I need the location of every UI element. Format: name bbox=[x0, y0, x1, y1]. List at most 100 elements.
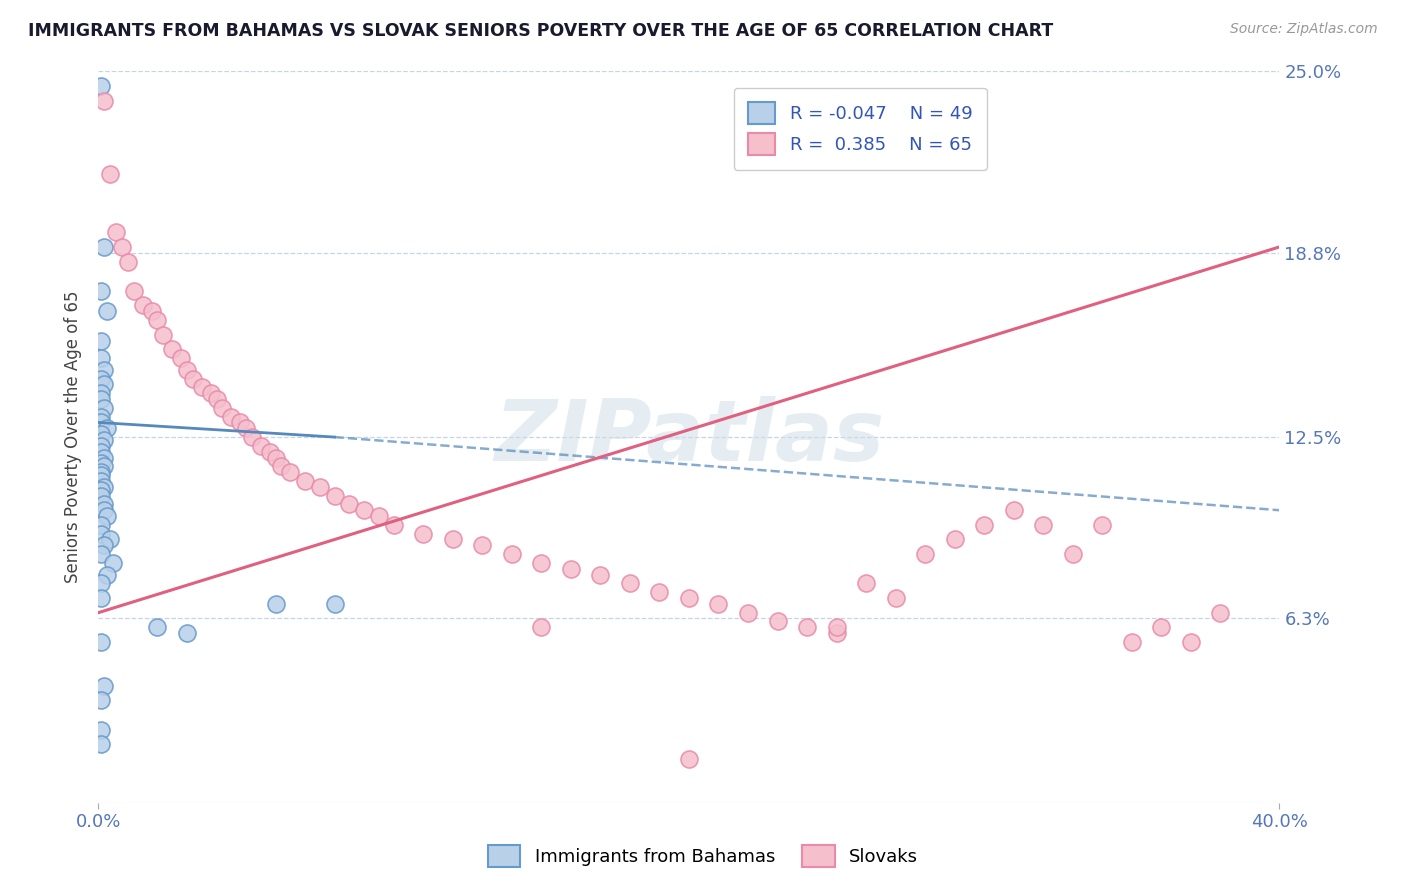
Point bbox=[93, 480, 115, 494]
Y-axis label: Seniors Poverty Over the Age of 65: Seniors Poverty Over the Age of 65 bbox=[65, 291, 83, 583]
Point bbox=[181, 371, 204, 385]
Point bbox=[176, 626, 198, 640]
Point bbox=[211, 401, 233, 415]
Point bbox=[93, 679, 115, 693]
Point bbox=[678, 752, 700, 766]
Point bbox=[368, 509, 391, 524]
Point bbox=[1062, 547, 1084, 561]
Point bbox=[250, 439, 273, 453]
Point bbox=[884, 591, 907, 605]
Point bbox=[707, 597, 730, 611]
Point bbox=[280, 465, 302, 479]
Point bbox=[90, 457, 112, 471]
Point bbox=[90, 468, 112, 483]
Point bbox=[93, 503, 115, 517]
Point bbox=[240, 430, 263, 444]
Text: Source: ZipAtlas.com: Source: ZipAtlas.com bbox=[1230, 22, 1378, 37]
Point bbox=[501, 547, 523, 561]
Point bbox=[200, 386, 222, 401]
Point bbox=[235, 421, 257, 435]
Point bbox=[382, 517, 405, 532]
Point bbox=[90, 526, 112, 541]
Point bbox=[132, 298, 155, 312]
Point bbox=[93, 450, 115, 465]
Point bbox=[339, 497, 361, 511]
Point bbox=[264, 597, 287, 611]
Point bbox=[96, 509, 118, 524]
Point bbox=[93, 497, 115, 511]
Point bbox=[1121, 635, 1143, 649]
Point bbox=[141, 304, 163, 318]
Point bbox=[90, 439, 112, 453]
Point bbox=[93, 240, 115, 254]
Text: IMMIGRANTS FROM BAHAMAS VS SLOVAK SENIORS POVERTY OVER THE AGE OF 65 CORRELATION: IMMIGRANTS FROM BAHAMAS VS SLOVAK SENIOR… bbox=[28, 22, 1053, 40]
Point bbox=[323, 597, 346, 611]
Point bbox=[619, 576, 641, 591]
Point bbox=[111, 240, 134, 254]
Point bbox=[90, 416, 112, 430]
Point bbox=[90, 386, 112, 401]
Point bbox=[90, 465, 112, 479]
Point bbox=[471, 538, 494, 552]
Point bbox=[90, 474, 112, 488]
Point bbox=[93, 459, 115, 474]
Point bbox=[96, 567, 118, 582]
Point bbox=[93, 401, 115, 415]
Point bbox=[176, 363, 198, 377]
Point bbox=[90, 635, 112, 649]
Point bbox=[103, 556, 125, 570]
Point bbox=[825, 620, 848, 634]
Point bbox=[530, 620, 553, 634]
Point bbox=[973, 517, 995, 532]
Point bbox=[1150, 620, 1173, 634]
Point bbox=[90, 591, 112, 605]
Point bbox=[323, 489, 346, 503]
Point bbox=[90, 284, 112, 298]
Point bbox=[117, 254, 139, 268]
Point bbox=[90, 693, 112, 707]
Point bbox=[96, 421, 118, 435]
Point bbox=[229, 416, 252, 430]
Point bbox=[90, 351, 112, 365]
Point bbox=[146, 313, 169, 327]
Point bbox=[560, 562, 582, 576]
Point bbox=[678, 591, 700, 605]
Point bbox=[146, 620, 169, 634]
Point bbox=[90, 78, 112, 93]
Point bbox=[855, 576, 877, 591]
Point bbox=[796, 620, 818, 634]
Point bbox=[122, 284, 145, 298]
Point bbox=[93, 433, 115, 447]
Point bbox=[93, 377, 115, 392]
Point bbox=[90, 334, 112, 348]
Text: ZIPatlas: ZIPatlas bbox=[494, 395, 884, 479]
Point bbox=[90, 723, 112, 737]
Point bbox=[270, 459, 292, 474]
Point bbox=[191, 380, 214, 394]
Point bbox=[353, 503, 375, 517]
Point bbox=[98, 167, 121, 181]
Point bbox=[943, 533, 966, 547]
Point bbox=[1032, 517, 1054, 532]
Point bbox=[90, 392, 112, 406]
Point bbox=[914, 547, 936, 561]
Legend: Immigrants from Bahamas, Slovaks: Immigrants from Bahamas, Slovaks bbox=[481, 838, 925, 874]
Point bbox=[93, 363, 115, 377]
Point bbox=[441, 533, 464, 547]
Point bbox=[530, 556, 553, 570]
Point bbox=[1002, 503, 1025, 517]
Point bbox=[105, 225, 128, 239]
Point bbox=[412, 526, 434, 541]
Point bbox=[90, 517, 112, 532]
Point bbox=[648, 585, 671, 599]
Point bbox=[221, 409, 243, 424]
Point bbox=[90, 547, 112, 561]
Point bbox=[96, 304, 118, 318]
Point bbox=[90, 444, 112, 458]
Point bbox=[737, 606, 759, 620]
Point bbox=[98, 533, 121, 547]
Point bbox=[294, 474, 316, 488]
Point bbox=[1180, 635, 1202, 649]
Point bbox=[152, 327, 174, 342]
Point bbox=[825, 626, 848, 640]
